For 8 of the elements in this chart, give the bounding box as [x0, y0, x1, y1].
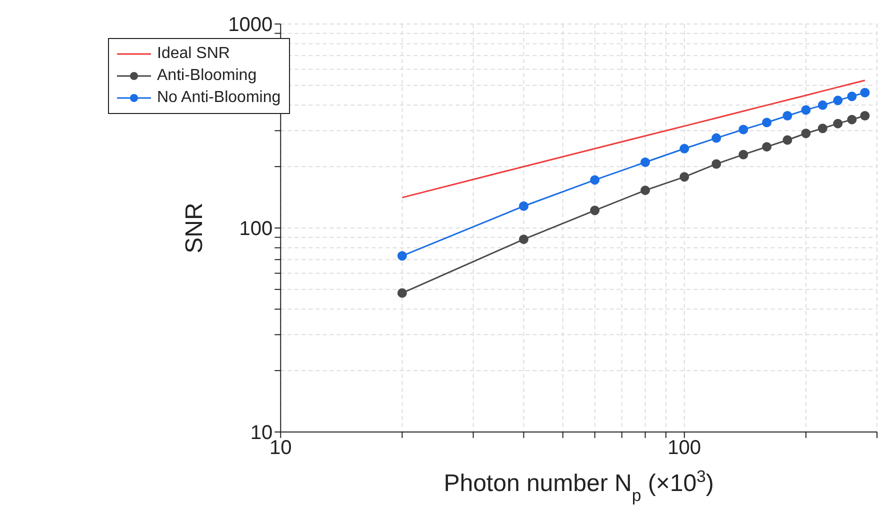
legend-label: Anti-Blooming: [157, 66, 257, 86]
y-tick-label: 10: [250, 422, 273, 444]
x-axis-title: Photon number N$_{p}$ (×10$^{3}$): [444, 466, 714, 504]
y-tick-label: 100: [239, 218, 273, 240]
legend-label: Ideal SNR: [157, 44, 230, 64]
legend-label: No Anti-Blooming: [157, 88, 281, 108]
y-axis-title: SNR: [181, 202, 208, 254]
y-tick-label: 1000: [228, 14, 273, 36]
